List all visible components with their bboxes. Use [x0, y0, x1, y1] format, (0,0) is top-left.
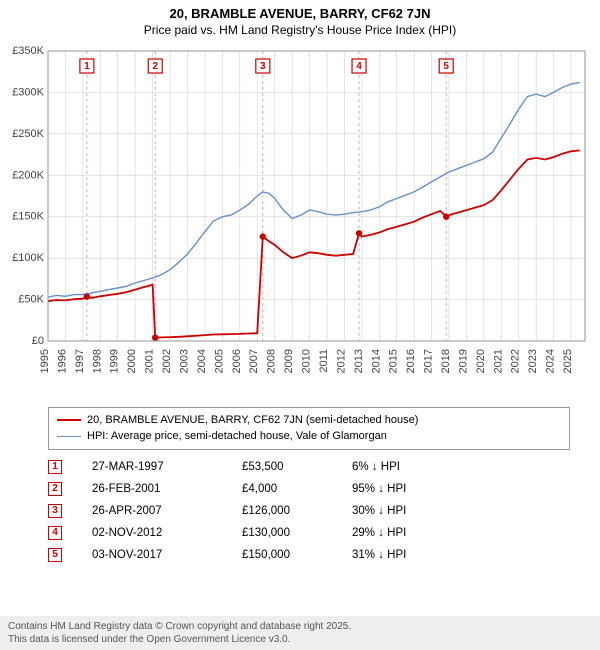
sale-date: 26-APR-2007 — [92, 505, 242, 517]
svg-text:£100K: £100K — [12, 252, 44, 264]
svg-text:2009: 2009 — [283, 349, 295, 373]
svg-text:£300K: £300K — [12, 86, 44, 98]
svg-text:2013: 2013 — [353, 349, 365, 373]
sale-price: £150,000 — [242, 549, 352, 561]
legend-item-price: 20, BRAMBLE AVENUE, BARRY, CF62 7JN (sem… — [57, 412, 561, 429]
sale-diff: 6% ↓ HPI — [352, 461, 472, 473]
svg-text:2014: 2014 — [370, 349, 382, 373]
svg-text:1999: 1999 — [109, 349, 121, 373]
sales-row: 5 03-NOV-2017£150,00031% ↓ HPI — [48, 544, 570, 566]
svg-text:£0: £0 — [32, 335, 44, 347]
svg-text:£200K: £200K — [12, 169, 44, 181]
legend-label-price: 20, BRAMBLE AVENUE, BARRY, CF62 7JN (sem… — [87, 412, 418, 429]
legend-swatch-price — [57, 419, 81, 421]
sales-table: 127-MAR-1997£53,5006% ↓ HPI226-FEB-2001£… — [48, 456, 570, 566]
svg-text:2015: 2015 — [388, 349, 400, 373]
svg-text:2000: 2000 — [126, 349, 138, 373]
svg-text:2019: 2019 — [457, 349, 469, 373]
footer-line1: Contains HM Land Registry data © Crown c… — [8, 620, 592, 633]
svg-text:2003: 2003 — [178, 349, 190, 373]
legend-item-hpi: HPI: Average price, semi-detached house,… — [57, 428, 561, 445]
chart-subtitle: Price paid vs. HM Land Registry's House … — [0, 23, 600, 41]
svg-text:2024: 2024 — [545, 349, 557, 373]
svg-text:2022: 2022 — [510, 349, 522, 373]
sale-diff: 31% ↓ HPI — [352, 549, 472, 561]
chart-title: 20, BRAMBLE AVENUE, BARRY, CF62 7JN — [0, 0, 600, 23]
svg-text:2007: 2007 — [248, 349, 260, 373]
sale-date: 26-FEB-2001 — [92, 483, 242, 495]
svg-text:2017: 2017 — [423, 349, 435, 373]
sales-row: 3 26-APR-2007£126,00030% ↓ HPI — [48, 500, 570, 522]
legend: 20, BRAMBLE AVENUE, BARRY, CF62 7JN (sem… — [48, 407, 570, 450]
svg-text:2021: 2021 — [492, 349, 504, 373]
svg-text:2004: 2004 — [196, 349, 208, 373]
sales-row: 1 27-MAR-1997£53,5006% ↓ HPI — [48, 456, 570, 478]
sale-date: 27-MAR-1997 — [92, 461, 242, 473]
svg-text:2023: 2023 — [527, 349, 539, 373]
legend-swatch-hpi — [57, 436, 81, 437]
svg-text:1995: 1995 — [39, 349, 51, 373]
svg-text:2001: 2001 — [144, 349, 156, 373]
sale-diff: 95% ↓ HPI — [352, 483, 472, 495]
svg-text:1996: 1996 — [56, 349, 68, 373]
svg-text:2006: 2006 — [231, 349, 243, 373]
svg-text:£150K: £150K — [12, 211, 44, 223]
footer-line2: This data is licensed under the Open Gov… — [8, 633, 592, 646]
svg-text:£50K: £50K — [18, 293, 44, 305]
svg-text:4: 4 — [356, 61, 362, 72]
sale-marker-icon: 1 — [48, 460, 62, 474]
svg-text:2008: 2008 — [266, 349, 278, 373]
sales-row: 2 26-FEB-2001£4,00095% ↓ HPI — [48, 478, 570, 500]
svg-text:£250K: £250K — [12, 128, 44, 140]
sales-row: 4 02-NOV-2012£130,00029% ↓ HPI — [48, 522, 570, 544]
svg-text:2012: 2012 — [335, 349, 347, 373]
sale-marker-icon: 3 — [48, 504, 62, 518]
sale-price: £130,000 — [242, 527, 352, 539]
sale-date: 02-NOV-2012 — [92, 527, 242, 539]
svg-text:2010: 2010 — [301, 349, 313, 373]
svg-text:1998: 1998 — [91, 349, 103, 373]
svg-text:2025: 2025 — [562, 349, 574, 373]
sale-marker-icon: 5 — [48, 548, 62, 562]
sale-date: 03-NOV-2017 — [92, 549, 242, 561]
svg-text:2002: 2002 — [161, 349, 173, 373]
sale-diff: 30% ↓ HPI — [352, 505, 472, 517]
svg-text:2011: 2011 — [318, 349, 330, 373]
sale-marker-icon: 4 — [48, 526, 62, 540]
sale-diff: 29% ↓ HPI — [352, 527, 472, 539]
sale-marker-icon: 2 — [48, 482, 62, 496]
svg-text:3: 3 — [260, 61, 266, 72]
svg-text:2018: 2018 — [440, 349, 452, 373]
sale-price: £4,000 — [242, 483, 352, 495]
svg-text:2: 2 — [152, 61, 158, 72]
sale-price: £126,000 — [242, 505, 352, 517]
svg-text:£350K: £350K — [12, 45, 44, 57]
sale-price: £53,500 — [242, 461, 352, 473]
line-chart: £0 £50K £100K £150K £200K £250K £300K £350K 1995… — [0, 41, 600, 401]
svg-text:1997: 1997 — [74, 349, 86, 373]
footer: Contains HM Land Registry data © Crown c… — [0, 616, 600, 650]
svg-text:1: 1 — [84, 61, 90, 72]
svg-text:2005: 2005 — [213, 349, 225, 373]
svg-text:2016: 2016 — [405, 349, 417, 373]
legend-label-hpi: HPI: Average price, semi-detached house,… — [87, 428, 387, 445]
svg-text:2020: 2020 — [475, 349, 487, 373]
chart-area: £0 £50K £100K £150K £200K £250K £300K £350K 1995… — [0, 41, 600, 401]
svg-text:5: 5 — [443, 61, 449, 72]
